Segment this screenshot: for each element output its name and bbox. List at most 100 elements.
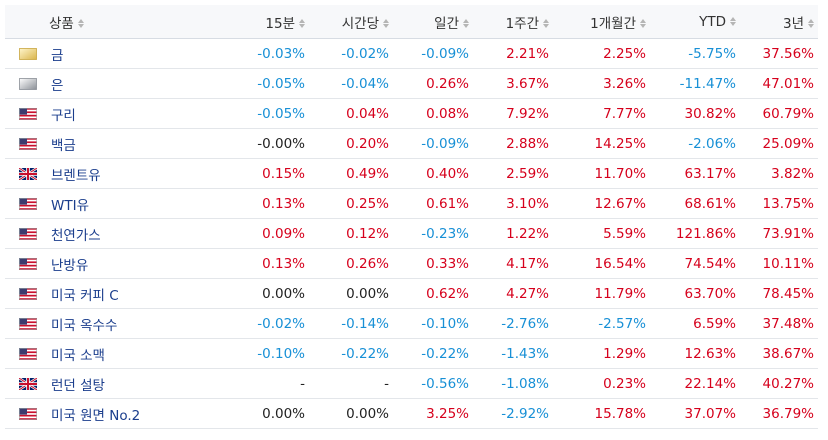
uk-flag-icon [18,166,38,181]
header-ytd[interactable]: YTD [650,5,740,39]
table-row: 미국 소맥 -0.10% -0.22% -0.22% -1.43% 1.29% 12.63%… [5,338,818,369]
commodity-link[interactable]: 미국 옥수수 [51,317,118,334]
change-monthly: 15.78% [553,398,650,429]
change-3year: 37.56% [740,38,818,69]
commodity-link[interactable]: 금 [51,47,64,64]
header-weekly[interactable]: 1주간 [473,5,553,39]
header-commodity[interactable]: 상품 [5,5,233,39]
change-monthly: 14.25% [553,128,650,159]
us-flag-icon [19,407,37,420]
change-daily: -0.09% [393,38,473,69]
change-ytd: 12.63% [650,338,740,369]
change-3year: 37.48% [740,308,818,339]
commodity-cell: 구리 [5,98,233,129]
commodity-link[interactable]: 미국 커피 C [51,287,119,304]
change-daily: -0.10% [393,308,473,339]
table-row: 미국 커피 C 0.00% 0.00% 0.62% 4.27% 11.79% 63.70% 7… [5,278,818,309]
change-monthly: -2.57% [553,308,650,339]
change-15min: 0.13% [233,188,309,219]
change-daily: -0.23% [393,218,473,249]
commodity-cell: 천연가스 [5,218,233,249]
change-15min: 0.09% [233,218,309,249]
change-hourly: - [309,368,393,399]
change-weekly: -2.92% [473,398,553,429]
change-ytd: 30.82% [650,98,740,129]
commodity-link[interactable]: 브렌트유 [51,167,101,184]
change-ytd: 74.54% [650,248,740,279]
header-daily[interactable]: 일간 [393,5,473,39]
commodity-link[interactable]: 은 [51,77,64,94]
change-15min: 0.00% [233,278,309,309]
header-monthly[interactable]: 1개월간 [553,5,650,39]
change-15min: 0.13% [233,248,309,279]
change-hourly: 0.00% [309,398,393,429]
change-3year: 25.09% [740,128,818,159]
change-ytd: -11.47% [650,68,740,99]
commodity-cell: 런던 설탕 [5,368,233,399]
us-flag-icon [19,197,37,210]
change-daily: -0.56% [393,368,473,399]
sort-icon [808,19,814,28]
change-hourly: 0.00% [309,278,393,309]
table-row: 난방유 0.13% 0.26% 0.33% 4.17% 16.54% 74.54% 10.11… [5,248,818,279]
change-3year: 13.75% [740,188,818,219]
us-flag-icon [19,137,37,150]
header-15min[interactable]: 15분 [233,5,309,39]
header-3year[interactable]: 3년 [740,5,818,39]
commodity-cell: 미국 원면 No.2 [5,398,233,429]
change-15min: 0.00% [233,398,309,429]
commodity-link[interactable]: 구리 [51,107,76,124]
change-monthly: 11.79% [553,278,650,309]
commodity-cell: 은 [5,68,233,99]
commodity-cell: 난방유 [5,248,233,279]
commodity-link[interactable]: 미국 원면 No.2 [51,407,141,424]
change-3year: 40.27% [740,368,818,399]
change-3year: 78.45% [740,278,818,309]
change-daily: 0.33% [393,248,473,279]
silver-icon [19,77,37,90]
commodities-table-container: 상품 15분 시간당 일간 1주간 1개월간 YTD 3년 금 -0.03% -0.… [5,5,818,429]
commodity-link[interactable]: 미국 소맥 [51,347,105,364]
table-row: 구리 -0.05% 0.04% 0.08% 7.92% 7.77% 30.82% 60.79% [5,98,818,129]
change-monthly: 7.77% [553,98,650,129]
table-row: 브렌트유 0.15% 0.49% 0.40% 2.59% 11.70% 63.17% 3.82… [5,158,818,189]
sort-icon [463,19,469,28]
sort-icon [77,19,84,28]
us-flag-icon [19,227,37,240]
change-3year: 47.01% [740,68,818,99]
change-weekly: 2.88% [473,128,553,159]
change-ytd: -2.06% [650,128,740,159]
change-ytd: 6.59% [650,308,740,339]
change-weekly: 3.67% [473,68,553,99]
change-3year: 36.79% [740,398,818,429]
change-weekly: -2.76% [473,308,553,339]
table-row: 은 -0.05% -0.04% 0.26% 3.67% 3.26% -11.47% 47.01… [5,68,818,99]
change-ytd: 68.61% [650,188,740,219]
change-3year: 73.91% [740,218,818,249]
change-hourly: 0.25% [309,188,393,219]
change-monthly: 16.54% [553,248,650,279]
change-daily: 0.40% [393,158,473,189]
us-flag-icon [19,347,37,360]
commodity-cell: 미국 커피 C [5,278,233,309]
change-3year: 38.67% [740,338,818,369]
change-hourly: -0.14% [309,308,393,339]
commodity-link[interactable]: 천연가스 [51,227,101,244]
commodity-link[interactable]: 런던 설탕 [51,377,105,394]
sort-icon [730,17,736,26]
change-monthly: 0.23% [553,368,650,399]
table-body: 금 -0.03% -0.02% -0.09% 2.21% 2.25% -5.75% 37.56… [5,38,818,429]
commodity-link[interactable]: 백금 [51,137,76,154]
commodity-link[interactable]: WTI유 [51,197,89,214]
uk-flag-icon [18,376,38,391]
header-hourly[interactable]: 시간당 [309,5,393,39]
us-flag-icon [19,257,37,270]
table-row: 백금 -0.00% 0.20% -0.09% 2.88% 14.25% -2.06% 25.0… [5,128,818,159]
change-ytd: 63.17% [650,158,740,189]
commodity-link[interactable]: 난방유 [51,257,89,274]
change-monthly: 12.67% [553,188,650,219]
change-15min: -0.00% [233,128,309,159]
change-15min: -0.03% [233,38,309,69]
commodity-cell: 금 [5,38,233,69]
change-15min: - [233,368,309,399]
